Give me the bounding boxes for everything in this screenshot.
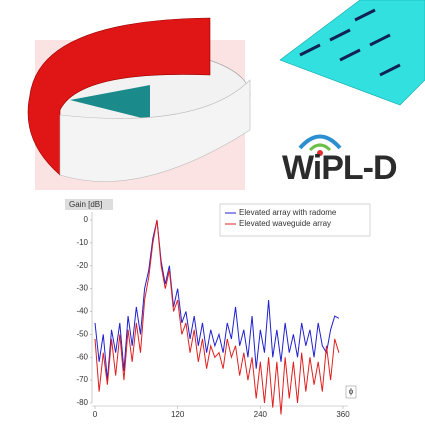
- y-tick-label: -70: [76, 375, 88, 384]
- y-tick-label: -50: [76, 329, 88, 338]
- xlabel-box: [345, 385, 357, 399]
- ylabel-box: [65, 199, 113, 210]
- x-tick-label: 120: [171, 410, 185, 419]
- y-tick-label: 0: [84, 215, 89, 224]
- series-line: [94, 219, 340, 415]
- y-tick-label: -40: [76, 307, 88, 316]
- slots: [299, 8, 401, 77]
- y-tick-label: -60: [76, 352, 88, 361]
- x-axis-label: ϕ: [349, 387, 354, 396]
- logo-text: WiPL-D: [282, 149, 397, 187]
- logo: WiPL-D: [282, 134, 398, 187]
- radome-illustration: [27, 17, 251, 190]
- series-line: [94, 219, 340, 381]
- logo-dot: [317, 150, 323, 156]
- y-tick-label: -20: [76, 261, 88, 270]
- logo-arc: [298, 134, 342, 150]
- x-tick-label: 0: [93, 410, 98, 419]
- logo-arc: [308, 143, 332, 152]
- array-panel: [70, 85, 150, 120]
- legend: [219, 203, 371, 237]
- y-tick-label: -10: [76, 238, 88, 247]
- cylinder-body: [59, 79, 251, 182]
- waveguide-illustration: [279, 0, 425, 106]
- y-tick-label: -30: [76, 284, 88, 293]
- legend-label: Elevated array with radome: [239, 208, 337, 217]
- legend-label: Elevated waveguide array: [239, 219, 331, 228]
- y-axis-label: Gain [dB]: [69, 200, 102, 209]
- x-tick-label: 240: [254, 410, 268, 419]
- y-tick-label: -80: [76, 398, 88, 407]
- red-wall: [27, 17, 211, 176]
- x-tick-label: 360: [336, 410, 350, 419]
